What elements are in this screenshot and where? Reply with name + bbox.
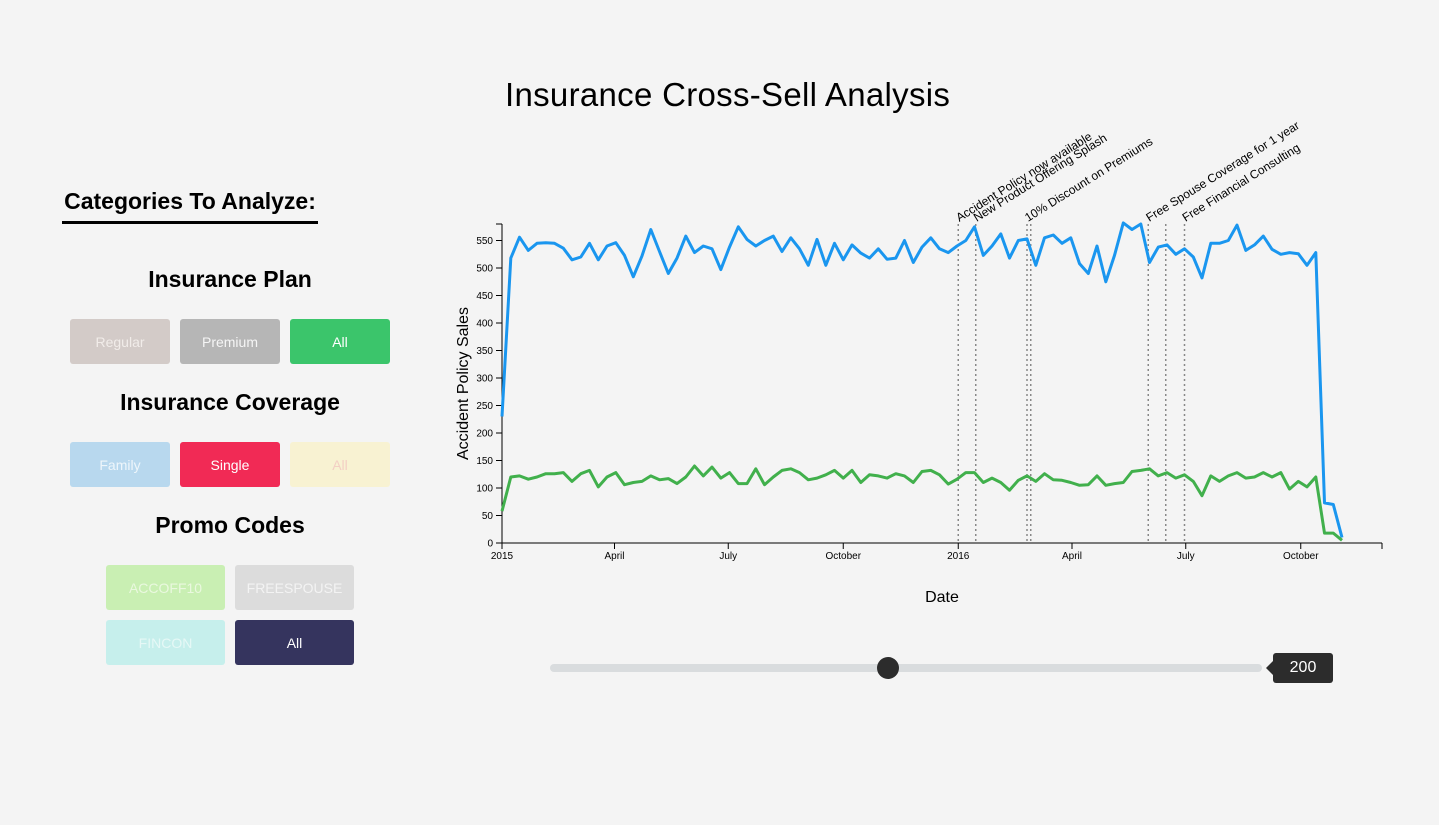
coverage-single-button[interactable]: Single — [180, 442, 280, 487]
x-tick-label: October — [1283, 551, 1319, 562]
plan-all-button[interactable]: All — [290, 319, 390, 364]
insurance-plan-title: Insurance Plan — [148, 266, 312, 292]
promo-fincon-button[interactable]: FINCON — [106, 620, 225, 665]
y-tick-label: 500 — [476, 264, 493, 275]
plan-premium-button[interactable]: Premium — [180, 319, 280, 364]
slider-handle[interactable] — [877, 657, 900, 679]
promo-freespouse-button[interactable]: FREESPOUSE — [235, 565, 354, 610]
x-tick-label: October — [825, 551, 861, 562]
y-tick-label: 50 — [482, 511, 494, 522]
x-tick-label: 2016 — [947, 551, 970, 562]
series-line-1 — [500, 221, 1344, 538]
x-tick-label: April — [1062, 551, 1082, 562]
x-tick-label: April — [604, 551, 624, 562]
plan-regular-button[interactable]: Regular — [70, 319, 170, 364]
y-tick-label: 0 — [487, 539, 493, 550]
promo-all-button[interactable]: All — [235, 620, 354, 665]
series-line-2 — [500, 464, 1343, 542]
slider-value-tooltip: 200 — [1266, 653, 1333, 683]
y-axis-label: Accident Policy Sales — [455, 307, 472, 460]
annotation-label: Free Spouse Coverage for 1 year — [1143, 118, 1301, 224]
y-tick-label: 400 — [476, 319, 493, 330]
y-tick-label: 350 — [476, 346, 493, 357]
promo-codes-title: Promo Codes — [155, 512, 305, 538]
x-tick-label: 2015 — [491, 551, 514, 562]
y-tick-label: 200 — [476, 429, 493, 440]
categories-heading: Categories To Analyze: — [62, 188, 318, 224]
x-tick-label: July — [719, 551, 737, 562]
x-tick-label: July — [1177, 551, 1195, 562]
y-tick-label: 550 — [476, 236, 493, 247]
coverage-all-button[interactable]: All — [290, 442, 390, 487]
y-tick-label: 450 — [476, 291, 493, 302]
coverage-family-button[interactable]: Family — [70, 442, 170, 487]
y-tick-label: 150 — [476, 456, 493, 467]
page-title: Insurance Cross-Sell Analysis — [505, 76, 951, 113]
y-tick-label: 250 — [476, 401, 493, 412]
y-tick-label: 300 — [476, 374, 493, 385]
slider-track[interactable] — [550, 664, 1262, 672]
y-tick-label: 100 — [476, 484, 493, 495]
insurance-coverage-title: Insurance Coverage — [120, 389, 340, 415]
sales-line-chart: 0 50 100 150 200 250 300 350 400 450 500 550 2015 Apr… — [455, 118, 1383, 606]
x-axis-label: Date — [925, 589, 959, 606]
promo-accoff10-button[interactable]: ACCOFF10 — [106, 565, 225, 610]
